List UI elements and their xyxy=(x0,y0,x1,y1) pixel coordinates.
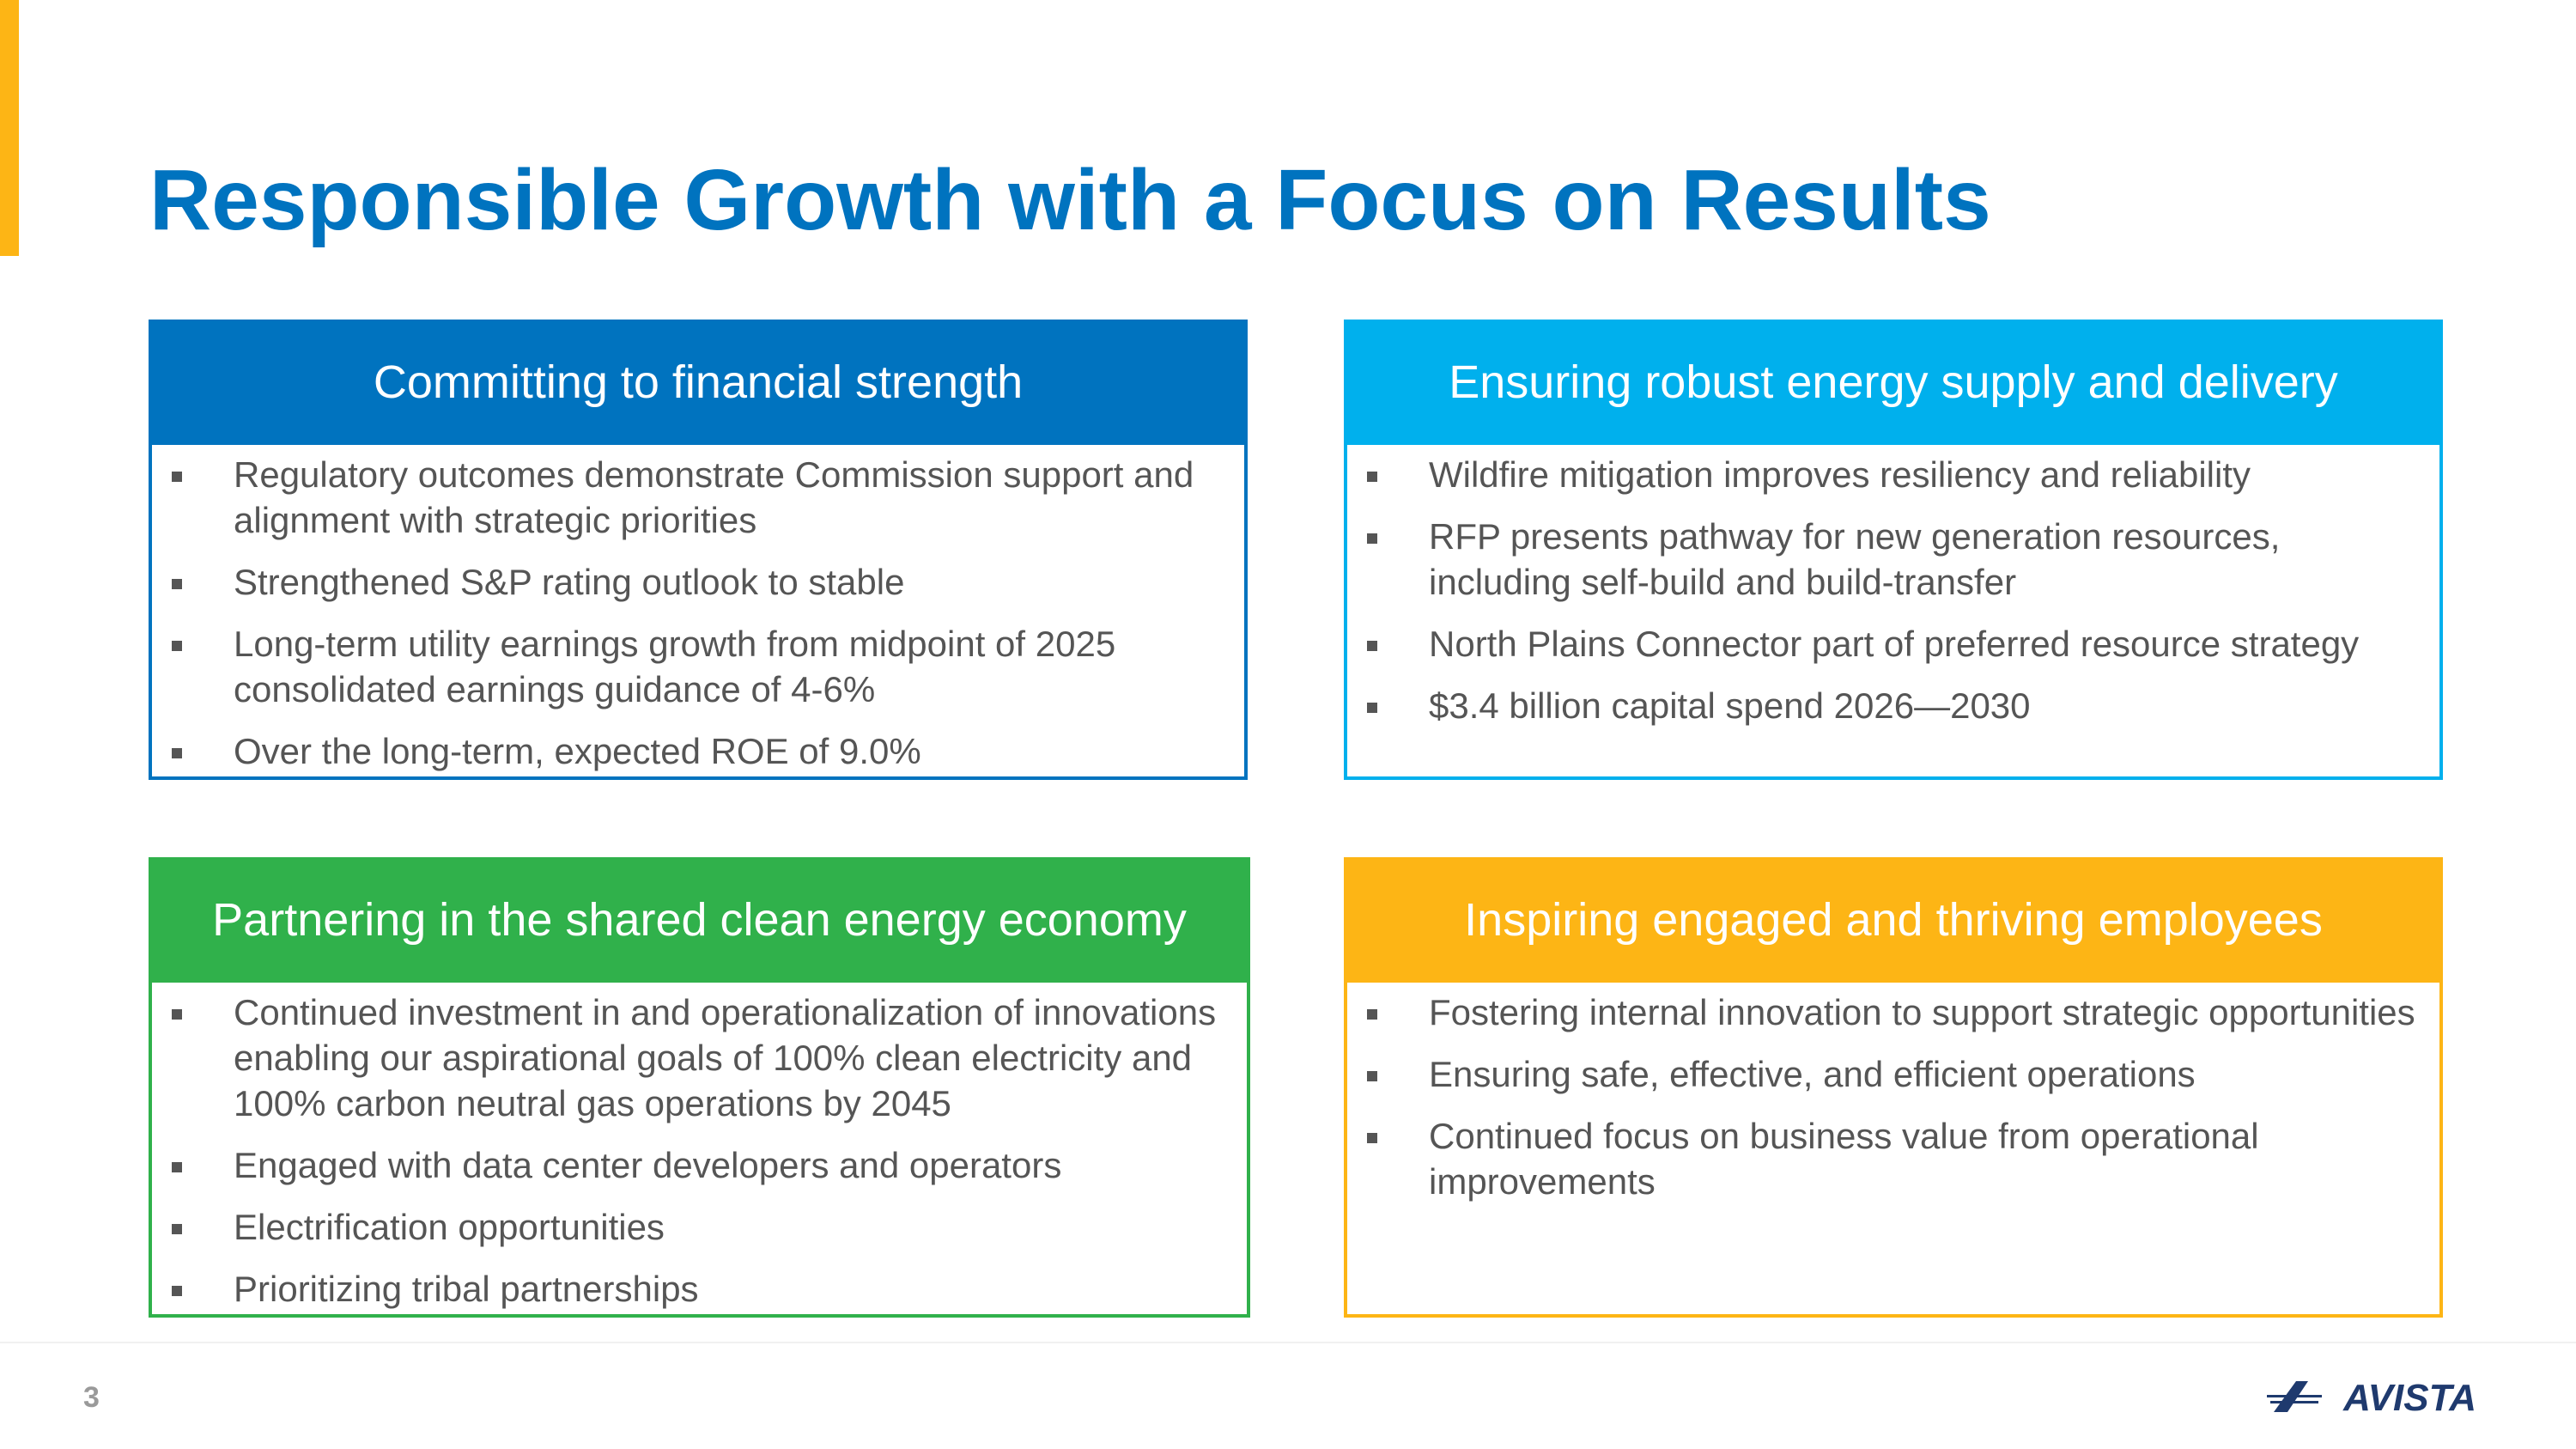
card-employees: Inspiring engaged and thriving employees… xyxy=(1344,857,2443,1318)
list-item: Fostering internal innovation to support… xyxy=(1347,989,2439,1035)
card-energy-supply: Ensuring robust energy supply and delive… xyxy=(1344,320,2443,780)
list-item: Continued investment in and operationali… xyxy=(152,989,1247,1126)
card-title: Inspiring engaged and thriving employees xyxy=(1464,894,2323,946)
list-item: Continued focus on business value from o… xyxy=(1347,1113,2439,1204)
list-item: Ensuring safe, effective, and efficient … xyxy=(1347,1051,2439,1097)
list-item: North Plains Connector part of preferred… xyxy=(1347,621,2439,667)
bullet-list: Fostering internal innovation to support… xyxy=(1347,989,2439,1221)
card-title: Committing to financial strength xyxy=(373,356,1024,408)
bullet-square-icon xyxy=(172,748,182,758)
bullet-square-icon xyxy=(172,1224,182,1234)
page-number: 3 xyxy=(83,1381,100,1414)
bullet-square-icon xyxy=(172,1162,182,1172)
bullet-square-icon xyxy=(1367,472,1377,482)
bullet-square-icon xyxy=(1367,1009,1377,1020)
bullet-list: Wildfire mitigation improves resiliency … xyxy=(1347,452,2439,745)
card-title: Partnering in the shared clean energy ec… xyxy=(212,894,1187,946)
bullet-square-icon xyxy=(1367,641,1377,651)
bullet-square-icon xyxy=(1367,1071,1377,1081)
card-financial-strength: Committing to financial strength Regulat… xyxy=(149,320,1248,780)
card-header: Inspiring engaged and thriving employees xyxy=(1344,857,2443,983)
card-title: Ensuring robust energy supply and delive… xyxy=(1449,356,2338,408)
bullet-square-icon xyxy=(172,641,182,651)
logo-wordmark: AVISTA xyxy=(2342,1377,2476,1416)
bullet-square-icon xyxy=(172,1009,182,1020)
card-clean-energy: Partnering in the shared clean energy ec… xyxy=(149,857,1250,1318)
footer-divider xyxy=(0,1342,2576,1343)
accent-bar xyxy=(0,0,19,256)
bullet-list: Continued investment in and operationali… xyxy=(152,989,1247,1328)
list-item: Strengthened S&P rating outlook to stabl… xyxy=(152,559,1244,605)
logo-swoosh-icon xyxy=(2267,1381,2322,1412)
list-item: Engaged with data center developers and … xyxy=(152,1142,1247,1188)
bullet-square-icon xyxy=(172,1286,182,1296)
list-item: Over the long-term, expected ROE of 9.0% xyxy=(152,728,1244,774)
bullet-square-icon xyxy=(1367,703,1377,713)
list-item: Electrification opportunities xyxy=(152,1204,1247,1250)
card-header: Ensuring robust energy supply and delive… xyxy=(1344,320,2443,445)
list-item: Long-term utility earnings growth from m… xyxy=(152,621,1244,712)
avista-logo: AVISTA xyxy=(2267,1377,2476,1416)
list-item: $3.4 billion capital spend 2026—2030 xyxy=(1347,683,2439,728)
card-header: Committing to financial strength xyxy=(149,320,1248,445)
bullet-list: Regulatory outcomes demonstrate Commissi… xyxy=(152,452,1244,790)
bullet-square-icon xyxy=(172,472,182,482)
list-item: RFP presents pathway for new generation … xyxy=(1347,514,2439,605)
bullet-square-icon xyxy=(1367,533,1377,544)
bullet-square-icon xyxy=(1367,1133,1377,1143)
slide-title: Responsible Growth with a Focus on Resul… xyxy=(149,152,1991,248)
list-item: Wildfire mitigation improves resiliency … xyxy=(1347,452,2439,497)
list-item: Regulatory outcomes demonstrate Commissi… xyxy=(152,452,1244,543)
bullet-square-icon xyxy=(172,579,182,589)
list-item: Prioritizing tribal partnerships xyxy=(152,1266,1247,1312)
card-header: Partnering in the shared clean energy ec… xyxy=(149,857,1250,983)
